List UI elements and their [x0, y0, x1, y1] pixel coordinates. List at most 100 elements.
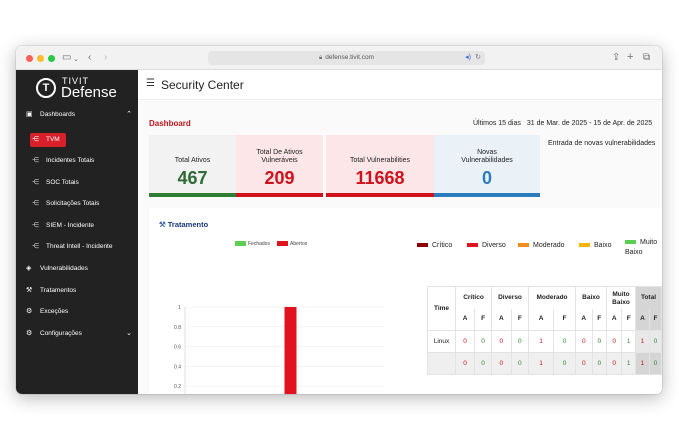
forward-icon[interactable]: ›	[104, 52, 108, 63]
table-subheader-a: A	[605, 308, 623, 331]
table-subheader-a: A	[527, 308, 555, 331]
legend-swatch	[518, 243, 529, 248]
card-total-vulnerabilities[interactable]: Total Vulnerabilities 11668	[326, 135, 434, 197]
browser-titlebar: ▭ ⌄ ‹ › 🔒︎ defense.tivit.com ◂) ↻ ⇪ + ⧉	[16, 46, 662, 70]
logo-brand: TIVIT	[62, 76, 89, 86]
table-row-total[interactable]: 0 0 0 0 1 0 0 0 0 1 1 0	[427, 352, 662, 375]
table-subheader-f: F	[474, 308, 492, 331]
legend-abertos[interactable]: Abertos	[277, 241, 307, 247]
gear-icon: ⚙	[26, 308, 33, 315]
table-cell: 1	[527, 330, 555, 353]
table-subheader-f: F	[510, 308, 530, 331]
table-cell: 1	[635, 352, 650, 375]
address-url: defense.tivit.com	[325, 54, 374, 61]
sidebar-item-label: SOC Totais	[46, 179, 79, 186]
sidebar-toggle-icon[interactable]: ▭	[62, 52, 72, 63]
table-cell: 0	[454, 352, 476, 375]
sidebar-item-label: Exceções	[40, 308, 69, 315]
table-header-time: Time	[427, 286, 456, 331]
sidebar-item-incidentes-totais[interactable]: ⋲ Incidentes Totais	[30, 154, 132, 168]
table-cell: 0	[454, 330, 476, 353]
treatment-title: Tratamento	[167, 220, 209, 229]
legend-fechados[interactable]: Fechados	[235, 241, 270, 247]
back-icon[interactable]: ‹	[88, 52, 92, 63]
severity-legend-critico[interactable]: Crítico	[417, 242, 452, 249]
tag-icon: ◈	[26, 265, 32, 272]
sidebar-item-solicitacoes-totais[interactable]: ⋲ Solicitações Totais	[30, 197, 132, 211]
branch-icon: ⋲	[32, 222, 39, 229]
tabs-overview-icon[interactable]: ⧉	[643, 52, 651, 63]
dashboard-icon: ▣	[26, 111, 33, 118]
severity-legend-diverso[interactable]: Diverso	[467, 242, 506, 249]
legend-label: Muito Baixo	[625, 239, 658, 256]
sidebar-item-soc-totais[interactable]: ⋲ SOC Totais	[30, 176, 132, 190]
chevron-down-icon[interactable]: ⌄	[73, 56, 79, 63]
treatment-panel: ⚒ Tratamento Fechados Abertos 1 0.8 0.6 0.4 0…	[149, 208, 662, 394]
table-row[interactable]: Linux 0 0 0 0 1 0 0 0 0 1 1 0	[427, 330, 662, 353]
legend-label: Moderado	[533, 242, 565, 249]
table-cell: 0	[553, 352, 576, 375]
zoom-window-button[interactable]	[48, 55, 55, 62]
new-tab-icon[interactable]: +	[627, 51, 634, 63]
sidebar-item-threat-intell[interactable]: ⋲ Threat Intell - Incidente	[30, 240, 132, 254]
sidebar-item-label: SIEM - Incidente	[46, 222, 95, 229]
sidebar-item-dashboards[interactable]: ▣ Dashboards ⌃	[24, 108, 134, 122]
tools-icon: ⚒	[159, 220, 166, 229]
menu-collapse-icon[interactable]: ☰	[146, 78, 155, 89]
table-cell: 0	[474, 352, 492, 375]
y-tick-label: 0.8	[174, 325, 181, 331]
severity-legend-muito-baixo[interactable]: Muito Baixo	[625, 238, 662, 258]
sidebar-item-excecoes[interactable]: ⚙ Exceções	[24, 305, 134, 319]
sidebar-item-tratamentos[interactable]: ⚒ Tratamentos	[24, 284, 134, 298]
address-bar[interactable]: 🔒︎ defense.tivit.com ◂) ↻	[208, 51, 485, 65]
card-total-ativos[interactable]: Total Ativos 467	[149, 135, 236, 197]
sidebar-item-tvm[interactable]: ⋲ TVM	[30, 133, 66, 147]
share-icon[interactable]: ⇪	[612, 52, 621, 63]
card-ativos-vulneraveis[interactable]: Total De Ativos Vulneráveis 209	[236, 135, 323, 197]
card-novas-vulnerabilidades[interactable]: Novas Vulnerabilidades 0	[434, 135, 540, 197]
y-tick-label: 0.2	[174, 384, 181, 390]
table-header-baixo: Baixo	[575, 286, 607, 309]
sidebar-item-configuracoes[interactable]: ⚙ Configurações ⌄	[24, 327, 134, 341]
branch-icon: ⋲	[32, 243, 39, 250]
severity-legend-baixo[interactable]: Baixo	[579, 242, 612, 249]
y-tick-label: 0.4	[174, 364, 181, 370]
table-cell: 0	[491, 330, 512, 353]
main-content: ☰ Security Center Dashboard Últimos 15 d…	[138, 70, 662, 394]
branch-icon: ⋲	[32, 200, 39, 207]
card-value: 209	[264, 168, 295, 188]
page-title: Security Center	[161, 78, 244, 92]
close-window-button[interactable]	[26, 55, 33, 62]
table-subheader-f: F	[648, 308, 662, 331]
card-value: 11668	[355, 168, 405, 188]
sidebar-item-siem-incidente[interactable]: ⋲ SIEM - Incidente	[30, 219, 132, 233]
branch-icon: ⋲	[32, 157, 39, 164]
sidebar-item-label: Threat Intell - Incidente	[46, 243, 113, 250]
severity-legend-moderado[interactable]: Moderado	[518, 242, 565, 249]
table-cell: 0	[591, 352, 608, 375]
card-bar	[149, 193, 236, 197]
table-header-muito-baixo: Muito Baixo	[606, 286, 636, 309]
table-header-diverso: Diverso	[491, 286, 529, 309]
audio-icon[interactable]: ◂)	[465, 54, 471, 61]
table-cell: 0	[648, 352, 662, 375]
legend-swatch	[625, 240, 636, 245]
branch-icon: ⋲	[32, 136, 39, 143]
table-cell-time	[427, 352, 456, 375]
reload-icon[interactable]: ↻	[475, 54, 481, 61]
table-subheader-a: A	[454, 308, 476, 331]
table-cell: 0	[591, 330, 608, 353]
card-label: Total Vulnerabilities	[349, 157, 411, 164]
table-subheader-f: F	[591, 308, 608, 331]
sidebar-item-vulnerabilidades[interactable]: ◈ Vulnerabilidades	[24, 262, 134, 276]
table-header-total: Total	[635, 286, 662, 309]
tivit-defense-logo[interactable]: T TIVIT Defense	[36, 76, 120, 102]
lock-icon: 🔒︎	[319, 55, 323, 61]
table-subheader-a: A	[635, 308, 650, 331]
page-header: ☰ Security Center	[138, 70, 662, 100]
period-label: Últimos 15 dias	[473, 120, 521, 127]
period-selector[interactable]: Últimos 15 dias 31 de Mar. de 2025 - 15 d…	[473, 120, 658, 127]
table-header-moderado: Moderado	[528, 286, 576, 309]
table-cell: 0	[510, 330, 530, 353]
minimize-window-button[interactable]	[37, 55, 44, 62]
